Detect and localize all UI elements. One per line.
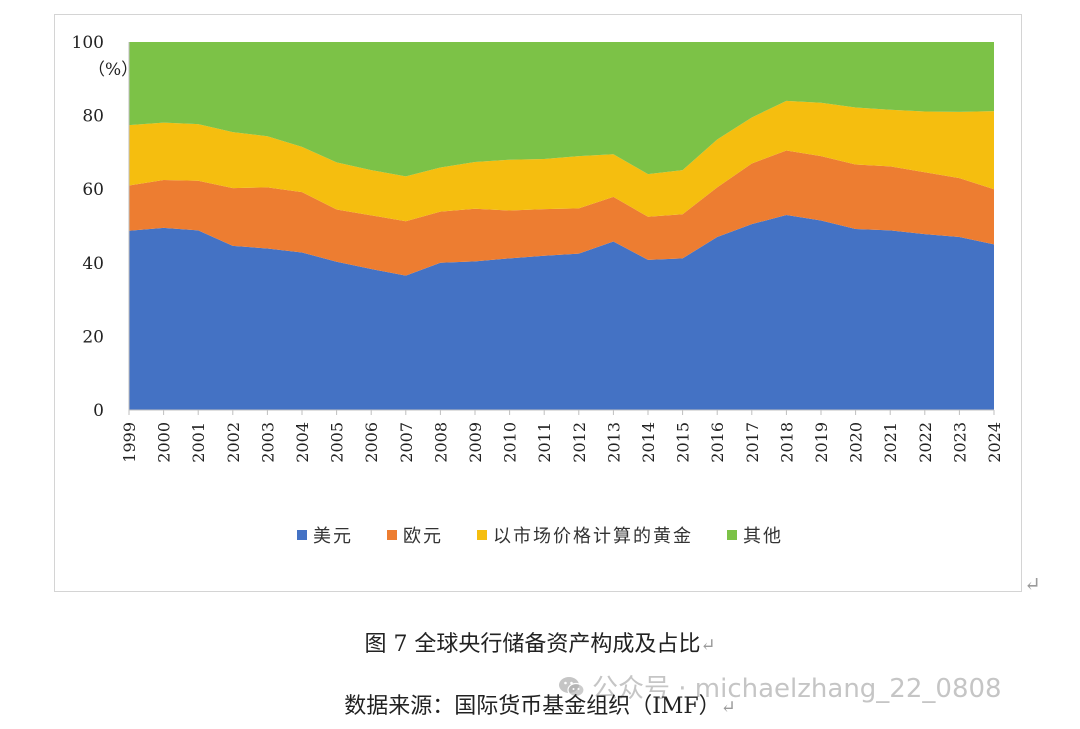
chart-frame: [54, 14, 1022, 592]
legend-item-1: 欧元: [387, 522, 443, 548]
y-unit-label: （%）: [88, 60, 138, 80]
legend-swatch: [727, 530, 737, 540]
x-tick-label: 2006: [362, 422, 381, 463]
x-tick-label: 2005: [328, 422, 347, 463]
legend-label: 其他: [743, 526, 783, 547]
return-mark-chart: ↵: [1024, 572, 1041, 596]
x-tick-label: 2022: [916, 422, 935, 463]
return-mark-caption: ↵: [700, 635, 716, 656]
legend-item-0: 美元: [297, 522, 353, 548]
y-tick-label: 20: [82, 327, 104, 347]
area-series-0: [129, 214, 994, 410]
y-tick-label: 40: [82, 254, 104, 274]
legend: 美元 欧元 以市场价格计算的黄金 其他: [0, 522, 1080, 548]
legend-item-3: 其他: [727, 522, 783, 548]
x-tick-label: 2008: [431, 422, 450, 463]
legend-item-2: 以市场价格计算的黄金: [477, 522, 693, 548]
wechat-icon: [559, 676, 585, 697]
source-text: 数据来源：国际货币基金组织（IMF）: [344, 694, 721, 719]
x-tick-label: 2017: [743, 422, 762, 463]
x-tick-label: 2023: [950, 422, 969, 463]
watermark-text: 公众号 · michaelzhang_22_0808: [592, 674, 1002, 704]
watermark: 公众号 · michaelzhang_22_0808: [558, 668, 1002, 705]
x-tick-label: 2013: [604, 422, 623, 463]
areas-layer: [129, 42, 994, 410]
return-mark-source: ↵: [720, 697, 736, 718]
legend-swatch: [387, 530, 397, 540]
caption-text: 图 7 全球央行储备资产构成及占比: [364, 632, 701, 657]
area-series-1: [129, 150, 994, 276]
legend-swatch: [297, 530, 307, 540]
legend-label: 美元: [313, 526, 353, 547]
y-tick-label: 80: [82, 107, 104, 127]
x-tick-label: 2010: [501, 422, 520, 463]
area-series-2: [129, 100, 994, 222]
x-tick-label: 2007: [397, 422, 416, 463]
y-tick-label: 100: [72, 33, 104, 53]
legend-swatch: [477, 530, 487, 540]
x-tick-label: 2009: [466, 422, 485, 463]
ticks-layer: 0 20 40 60 80 100 1999 2000 2001 2002 2003 2004 2005…: [72, 33, 1004, 463]
x-tick-label: 2015: [674, 422, 693, 463]
x-tick-label: 2021: [881, 422, 900, 463]
data-source: 数据来源：国际货币基金组织（IMF）↵: [0, 688, 1080, 720]
x-tick-label: 2004: [293, 422, 312, 463]
x-tick-label: 2016: [708, 422, 727, 463]
x-tick-label: 2020: [847, 422, 866, 463]
x-tick-label: 2000: [155, 422, 174, 463]
x-tick-label: 1999: [120, 422, 139, 463]
y-tick-label: 0: [93, 401, 104, 421]
x-tick-label: 2003: [258, 422, 277, 463]
area-series-3: [129, 42, 994, 177]
x-tick-label: 2018: [777, 422, 796, 463]
axes-layer: [128, 42, 994, 411]
x-tick-label: 2012: [570, 422, 589, 463]
x-tick-label: 2014: [639, 422, 658, 463]
x-tick-label: 2019: [812, 422, 831, 463]
figure-caption: 图 7 全球央行储备资产构成及占比↵: [0, 626, 1080, 658]
x-tick-label: 2001: [189, 422, 208, 463]
y-tick-label: 60: [82, 180, 104, 200]
x-tick-label: 2024: [985, 422, 1004, 463]
legend-label: 欧元: [403, 526, 443, 547]
x-tick-label: 2002: [224, 422, 243, 463]
legend-label: 以市场价格计算的黄金: [493, 526, 693, 547]
x-tick-label: 2011: [535, 422, 554, 463]
